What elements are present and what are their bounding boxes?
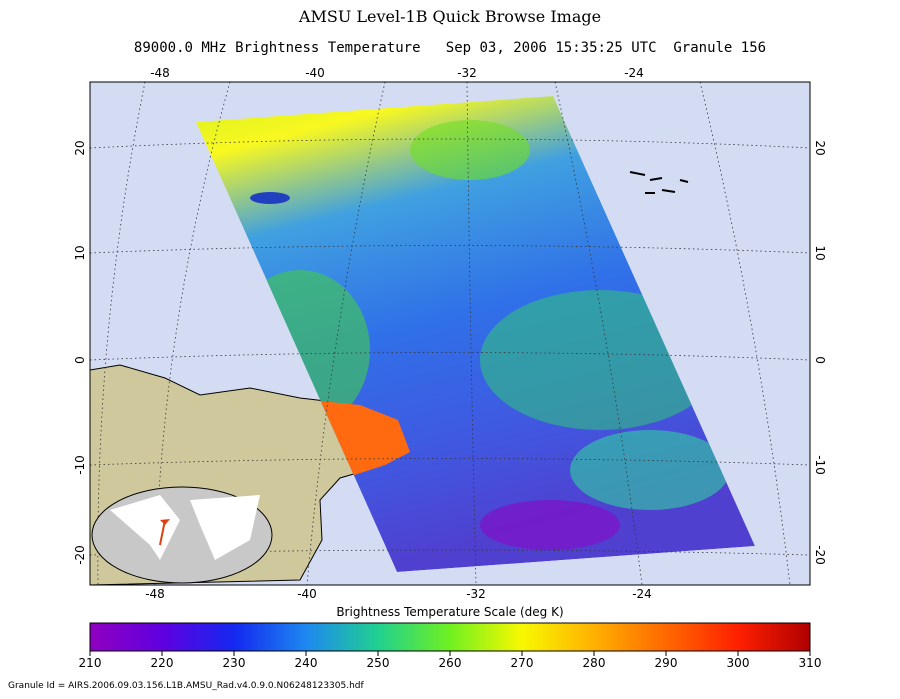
lon-label: -24 bbox=[624, 66, 644, 80]
colorbar-tick-label: 310 bbox=[799, 656, 822, 670]
inset-globe bbox=[91, 486, 273, 584]
lat-label: -10 bbox=[73, 455, 87, 475]
lat-label: -20 bbox=[73, 545, 87, 565]
colorbar-tick-label: 210 bbox=[79, 656, 102, 670]
lon-label: -40 bbox=[305, 66, 325, 80]
colorbar-tick-label: 240 bbox=[295, 656, 318, 670]
lat-label: -10 bbox=[813, 455, 827, 475]
colorbar bbox=[89, 622, 811, 652]
colorbar-tick-label: 290 bbox=[655, 656, 678, 670]
colorbar-label: Brightness Temperature Scale (deg K) bbox=[336, 605, 563, 619]
colorbar-tick-label: 250 bbox=[367, 656, 390, 670]
map-area bbox=[90, 82, 810, 585]
lon-label: -24 bbox=[632, 587, 652, 601]
lat-label: 20 bbox=[813, 140, 827, 155]
footer: Granule Id = AIRS.2006.09.03.156.L1B.AMS… bbox=[8, 681, 365, 691]
colorbar-tick-label: 280 bbox=[583, 656, 606, 670]
lat-label: 0 bbox=[813, 356, 827, 364]
lat-label: 20 bbox=[73, 140, 87, 155]
lon-label: -48 bbox=[150, 66, 170, 80]
lon-label: -48 bbox=[145, 587, 165, 601]
lat-label: -20 bbox=[813, 545, 827, 565]
title: AMSU Level-1B Quick Browse Image bbox=[298, 7, 601, 26]
lon-label: -32 bbox=[457, 66, 477, 80]
lon-label: -40 bbox=[297, 587, 317, 601]
colorbar-tick-label: 260 bbox=[439, 656, 462, 670]
lat-label: 0 bbox=[73, 356, 87, 364]
lat-label: 10 bbox=[73, 245, 87, 260]
colorbar-tick-label: 270 bbox=[511, 656, 534, 670]
map-frame bbox=[89, 81, 811, 586]
colorbar-tick-label: 220 bbox=[151, 656, 174, 670]
islands bbox=[629, 171, 689, 194]
colorbar-tick-label: 230 bbox=[223, 656, 246, 670]
subtitle: 89000.0 MHz Brightness Temperature Sep 0… bbox=[134, 40, 766, 56]
colorbar-tick-label: 300 bbox=[727, 656, 750, 670]
lat-label: 10 bbox=[813, 245, 827, 260]
graticule bbox=[90, 82, 810, 585]
lon-label: -32 bbox=[466, 587, 486, 601]
